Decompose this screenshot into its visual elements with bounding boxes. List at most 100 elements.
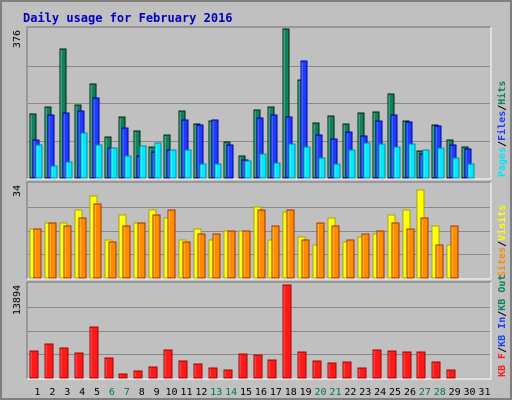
x-tick-label-day-5: 5 <box>94 387 100 398</box>
bar-pages-day-13 <box>214 163 222 179</box>
x-tick-label-day-14: 14 <box>225 387 237 398</box>
bar-kb-f-day-9 <box>148 366 158 379</box>
bar-kb-f-day-6 <box>104 357 114 379</box>
bar-pages-day-10 <box>169 149 177 179</box>
x-tick-label-day-1: 1 <box>34 387 40 398</box>
x-tick-label-day-4: 4 <box>79 387 85 398</box>
x-tick-label-day-9: 9 <box>154 387 160 398</box>
x-tick-label-day-11: 11 <box>180 387 192 398</box>
bar-pages-day-8 <box>139 145 147 179</box>
bar-pages-day-29 <box>452 157 460 179</box>
bar-sites-day-22 <box>346 239 355 279</box>
bar-kb-f-day-25 <box>387 350 397 379</box>
legend-entry: KB In <box>497 317 508 347</box>
bar-pages-day-4 <box>80 132 88 179</box>
bar-sites-day-27 <box>420 217 429 279</box>
chart-title: Daily usage for February 2016 <box>23 11 233 25</box>
x-tick-label-day-26: 26 <box>404 387 416 398</box>
y-axis-max-label: 13894 <box>12 285 23 315</box>
bar-pages-day-1 <box>35 144 43 179</box>
legend-entry: Sites <box>496 247 508 277</box>
bar-sites-day-8 <box>137 222 146 279</box>
x-tick-label-day-28: 28 <box>434 387 446 398</box>
legend: Pages/Files/Hits <box>496 81 508 177</box>
x-tick-label-day-22: 22 <box>344 387 356 398</box>
bar-files-day-14 <box>226 144 234 179</box>
bar-kb-f-day-10 <box>163 349 173 379</box>
bar-kb-f-day-27 <box>416 351 426 379</box>
bar-sites-day-13 <box>212 233 221 279</box>
chart-panel-visits-sites: 34 Sites/Visits <box>12 181 508 280</box>
x-tick-label-day-7: 7 <box>124 387 130 398</box>
bar-kb-f-day-21 <box>327 362 337 379</box>
bar-kb-f-day-20 <box>312 360 322 379</box>
bar-kb-f-day-28 <box>431 361 441 379</box>
x-tick-label-day-13: 13 <box>210 387 222 398</box>
bar-pages-day-17 <box>273 162 281 179</box>
y-axis-max-label: 34 <box>12 185 23 197</box>
legend-entry: / <box>497 347 508 353</box>
bar-kb-f-day-1 <box>29 350 39 379</box>
x-tick-label-day-29: 29 <box>449 387 461 398</box>
legend-entry: / <box>497 311 508 317</box>
bar-sites-day-7 <box>122 225 131 279</box>
bar-pages-day-30 <box>467 163 475 179</box>
bar-pages-day-24 <box>378 143 386 179</box>
bar-pages-day-2 <box>50 165 58 179</box>
legend: Sites/Visits <box>496 205 508 277</box>
bar-pages-day-21 <box>333 163 341 179</box>
bar-kb-f-day-3 <box>59 347 69 379</box>
bar-pages-day-20 <box>318 157 326 179</box>
legend-entry: / <box>497 141 508 147</box>
x-tick-label-day-31: 31 <box>478 387 490 398</box>
bar-kb-f-day-5 <box>89 326 99 379</box>
bar-sites-day-3 <box>63 225 72 279</box>
y-axis-max-label: 376 <box>12 30 23 48</box>
bar-kb-f-day-2 <box>44 343 54 379</box>
bar-sites-day-9 <box>152 214 161 279</box>
bar-kb-f-day-29 <box>446 369 456 379</box>
bar-sites-day-29 <box>450 225 459 279</box>
bar-sites-day-19 <box>301 239 310 279</box>
bar-sites-day-16 <box>257 209 266 279</box>
bar-kb-f-day-4 <box>74 352 84 379</box>
bar-pages-day-3 <box>65 161 73 179</box>
bar-kb-f-day-13 <box>208 367 218 379</box>
bar-pages-day-26 <box>408 143 416 179</box>
bar-pages-day-19 <box>303 146 311 179</box>
legend-entry: Hits <box>496 81 508 105</box>
bar-sites-day-1 <box>33 228 42 279</box>
legend: KB F/KB In/KB Out <box>497 275 508 377</box>
bar-kb-f-day-17 <box>267 359 277 379</box>
legend-entry: Files <box>496 111 508 141</box>
bar-kb-f-day-14 <box>223 369 233 379</box>
bar-pages-day-12 <box>199 163 207 179</box>
bar-pages-day-28 <box>437 147 445 179</box>
legend-entry: KB F <box>497 353 508 377</box>
x-tick-label-day-21: 21 <box>329 387 341 398</box>
bar-pages-day-6 <box>110 147 118 179</box>
legend-entry: Visits <box>496 205 508 241</box>
bar-pages-day-9 <box>154 142 162 179</box>
x-tick-label-day-20: 20 <box>315 387 327 398</box>
bar-sites-day-11 <box>182 241 191 279</box>
x-tick-label-day-16: 16 <box>255 387 267 398</box>
bar-kb-f-day-16 <box>253 354 263 379</box>
bar-pages-day-11 <box>184 149 192 179</box>
x-tick-label-day-8: 8 <box>139 387 145 398</box>
x-tick-label-day-3: 3 <box>64 387 70 398</box>
bar-kb-f-day-15 <box>238 353 248 379</box>
bar-pages-day-15 <box>244 160 252 179</box>
x-tick-label-day-25: 25 <box>389 387 401 398</box>
bar-kb-f-day-8 <box>133 370 143 379</box>
legend-entry: / <box>497 105 508 111</box>
legend-entry: / <box>497 241 508 247</box>
bar-pages-day-16 <box>259 153 267 179</box>
bar-sites-day-5 <box>93 203 102 279</box>
x-tick-label-day-12: 12 <box>195 387 207 398</box>
bar-kb-f-day-24 <box>372 349 382 379</box>
bar-kb-f-day-11 <box>178 360 188 379</box>
bar-pages-day-5 <box>95 144 103 179</box>
x-tick-label-day-6: 6 <box>109 387 115 398</box>
